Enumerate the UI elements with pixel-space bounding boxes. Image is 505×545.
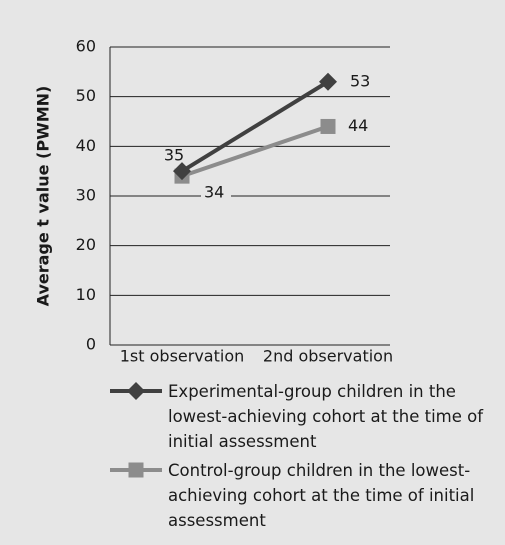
marker: [173, 162, 191, 181]
y-tick-label: 10: [76, 285, 96, 304]
data-label: 34: [204, 183, 224, 202]
y-tick-label: 60: [76, 37, 96, 56]
label-bg: [201, 184, 231, 203]
y-tick-label: 40: [76, 136, 96, 155]
x-tick-label: 1st observation: [120, 347, 245, 366]
marker: [128, 462, 144, 478]
data-label: 53: [350, 71, 370, 90]
line: [181, 124, 329, 179]
marker: [127, 382, 145, 400]
data-label: 44: [348, 116, 368, 135]
legend-label: Experimental-group children in the lowes…: [168, 382, 484, 451]
x-tick-label: 2nd observation: [263, 347, 393, 366]
line: [180, 80, 330, 173]
y-tick-label: 50: [76, 86, 96, 105]
legend-label: Control-group children in the lowest-ach…: [168, 461, 475, 530]
y-axis-title: Average t value (PWMN): [34, 86, 53, 307]
marker: [320, 118, 336, 134]
y-tick-label: 20: [76, 235, 96, 254]
data-label: 35: [164, 146, 184, 165]
y-tick-label: 30: [76, 186, 96, 205]
marker: [319, 72, 337, 91]
y-tick-label: 0: [86, 335, 96, 354]
